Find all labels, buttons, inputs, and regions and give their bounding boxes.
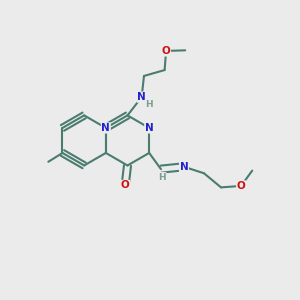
Text: N: N [101, 123, 110, 133]
Text: N: N [137, 92, 146, 102]
Text: N: N [180, 162, 188, 172]
Text: H: H [145, 100, 152, 109]
Text: O: O [162, 46, 170, 56]
Text: O: O [237, 181, 245, 191]
Text: H: H [158, 172, 166, 182]
Text: O: O [121, 181, 130, 190]
Text: N: N [145, 123, 154, 133]
